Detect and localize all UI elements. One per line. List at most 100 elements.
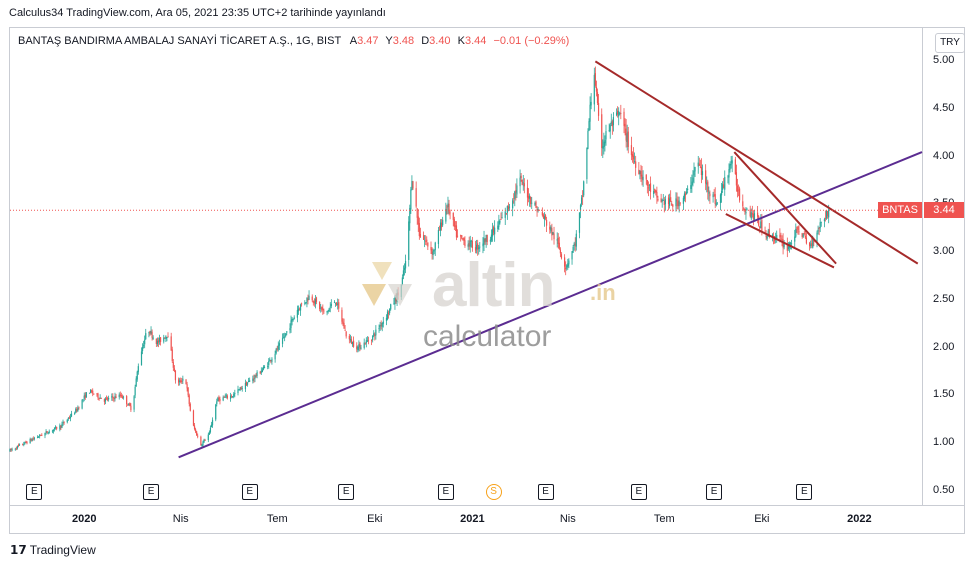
candle — [149, 330, 151, 336]
symbol-legend[interactable]: BANTAŞ BANDIRMA AMBALAJ SANAYİ TİCARET A… — [18, 35, 569, 47]
candle — [744, 208, 746, 215]
candle-body — [322, 308, 324, 311]
candle — [683, 191, 686, 202]
candle — [454, 221, 456, 231]
candle — [120, 392, 122, 398]
candle-body — [330, 303, 332, 307]
candle-body — [593, 74, 595, 105]
earnings-event-marker[interactable]: E — [437, 484, 454, 500]
candle — [11, 447, 13, 452]
candle — [574, 237, 576, 252]
earnings-event-marker[interactable]: E — [796, 484, 813, 500]
candle — [605, 124, 607, 146]
candle — [455, 221, 458, 241]
candle — [100, 397, 102, 399]
candle-body — [173, 368, 175, 371]
open-value: 3.47 — [357, 35, 379, 47]
candle-body — [579, 205, 582, 211]
earnings-event-marker[interactable]: E — [706, 484, 723, 500]
candle — [669, 193, 671, 209]
candle — [808, 241, 811, 251]
candle — [89, 389, 92, 394]
candle-body — [163, 337, 165, 342]
candle-body — [222, 397, 224, 401]
candle-body — [430, 247, 432, 251]
earnings-event-marker[interactable]: E — [338, 484, 355, 500]
candle — [656, 186, 658, 204]
split-event-marker[interactable]: S — [485, 484, 502, 500]
candle-body — [68, 417, 70, 419]
candle — [497, 221, 499, 232]
candle-body — [380, 325, 382, 326]
earnings-event-marker[interactable]: E — [630, 484, 647, 500]
candle-body — [490, 234, 493, 241]
candle — [244, 379, 247, 392]
earnings-event-marker[interactable]: E — [26, 484, 43, 500]
candle — [180, 377, 182, 384]
candle-body — [371, 339, 373, 341]
candle — [672, 204, 674, 212]
candle — [223, 395, 225, 398]
candle — [215, 403, 217, 422]
candle — [566, 264, 568, 271]
candle — [226, 394, 228, 400]
candle — [276, 345, 278, 352]
candle-body — [590, 101, 592, 106]
candle-body — [541, 212, 543, 216]
earnings-event-marker[interactable]: E — [143, 484, 160, 500]
candle-body — [11, 449, 13, 451]
candle — [113, 396, 115, 403]
candle — [159, 336, 162, 346]
candle — [231, 394, 233, 398]
candle — [438, 225, 441, 231]
candle-body — [172, 362, 174, 368]
currency-button[interactable]: TRY — [935, 33, 965, 53]
candle-body — [513, 198, 515, 200]
trend-lines — [178, 60, 923, 459]
candle — [719, 193, 722, 211]
candle-body — [114, 396, 116, 399]
candle-body — [408, 221, 410, 260]
candle — [112, 393, 114, 402]
candle-body — [390, 304, 392, 310]
candle — [745, 207, 747, 220]
candle — [351, 341, 354, 347]
candle-body — [260, 371, 262, 373]
candle — [625, 118, 627, 148]
candle-body — [51, 430, 54, 432]
candle — [602, 139, 604, 159]
candle — [522, 174, 524, 191]
candle-body — [508, 206, 511, 208]
candle — [115, 393, 117, 399]
earnings-event-marker[interactable]: E — [537, 484, 554, 500]
candle — [284, 332, 286, 342]
candle — [127, 403, 129, 406]
candle — [690, 177, 692, 193]
candle-body — [178, 379, 180, 383]
candle — [820, 221, 822, 227]
candle-body — [477, 243, 479, 250]
candle — [464, 236, 466, 248]
candle-body — [766, 236, 768, 239]
candle — [39, 434, 41, 439]
candle — [75, 407, 77, 414]
candle-body — [85, 392, 87, 398]
candle — [786, 237, 788, 258]
candle — [627, 126, 629, 154]
candle — [108, 395, 110, 402]
candle — [825, 209, 828, 220]
candle — [189, 402, 191, 412]
earnings-event-marker[interactable]: E — [241, 484, 258, 500]
candle — [557, 233, 559, 249]
candle-body — [675, 198, 677, 207]
candle-body — [491, 228, 494, 237]
candle-body — [802, 234, 804, 237]
candle-body — [244, 383, 247, 390]
candle-body — [99, 397, 101, 399]
footer-brand[interactable]: 𝟭𝟳 TradingView — [10, 543, 96, 557]
candle-body — [523, 183, 525, 187]
candle — [365, 337, 367, 348]
candle-body — [232, 396, 234, 398]
candle — [296, 305, 298, 323]
